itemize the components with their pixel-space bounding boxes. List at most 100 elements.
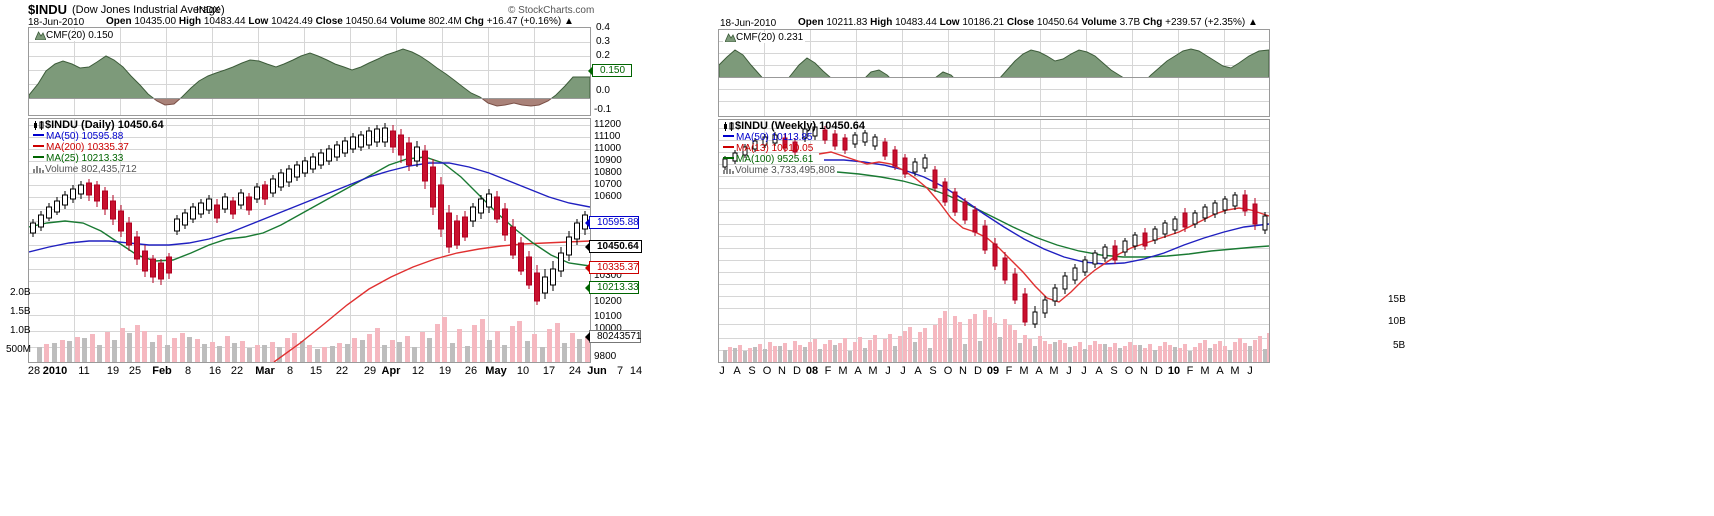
right-xlabel-34: M [1230,365,1240,377]
right-xlabel-20: M [1019,365,1029,377]
right-cmf-area-positive [719,48,1269,78]
left-price-tick-10800: 10800 [594,167,622,178]
left-xlabel-4: 25 [128,365,142,377]
left-cmf-svg [29,28,590,115]
right-volume-bars [723,310,1269,362]
left-ma50-line [29,162,590,253]
right-xlabel-3: O [762,365,772,377]
left-xlabel-20: 17 [542,365,556,377]
right-xlabel-12: J [900,365,906,377]
right-xlabel-4: N [778,365,786,377]
right-quote-volume-val: 3.7B [1119,17,1141,28]
left-company-name: (Dow Jones Industrial Average) [72,4,225,16]
right-legend-volume-label: Volume 3,733,495,808 [735,165,836,176]
left-price-tick-10100: 10100 [594,311,622,322]
left-price-tick-10200: 10200 [594,296,622,307]
left-flag-ma25: 10213.33 [585,281,639,294]
left-price-tick-11000: 11000 [594,143,622,154]
right-xlabel-15: O [943,365,953,377]
right-xlabel-31: F [1186,365,1194,377]
right-xlabel-11: J [885,365,891,377]
left-volume-tick-2b: 2.0B [10,287,31,298]
right-xlabel-14: S [929,365,937,377]
left-legend-ma50: MA(50) 10595.88 [33,131,164,142]
volume-bars-icon [723,166,734,175]
right-cmf-svg [719,30,1269,116]
left-quote-close-key: Close [315,16,343,27]
right-quote-low-key: Low [939,17,960,28]
right-xlabel-33: A [1216,365,1224,377]
left-cmf-area-positive [29,48,590,99]
right-legend-ma100: MA(100) 9525.61 [723,154,865,165]
right-xlabel-28: N [1140,365,1148,377]
left-quote-close-val: 10450.64 [345,16,388,27]
right-xlabel-25: A [1095,365,1103,377]
left-xlabel-8: 22 [230,365,244,377]
left-legend-ma25-label: MA(25) 10213.33 [46,153,124,164]
left-quote-open-key: Open [106,16,132,27]
left-volume-tick-500m: 500M [6,344,32,355]
left-price-tick-10300: 10300 [594,270,622,281]
left-price-legend: $INDU (Daily) 10450.64 MA(50) 10595.88 M… [33,120,164,175]
left-xlabel-13: 29 [363,365,377,377]
left-xlabel-0: 28 [27,365,41,377]
left-cmf-tick-4: 0.0 [596,85,610,96]
left-flag-ma50: 10595.88 [585,216,639,229]
left-symbol: $INDU [28,2,68,17]
right-xlabel-7: F [824,365,832,377]
left-quote-open-val: 10435.00 [134,16,177,27]
right-price-legend: $INDU (Weekly) 10450.64 MA(50) 10113.85 … [723,121,865,176]
right-legend-volume: Volume 3,733,495,808 [723,165,865,176]
ma200-swatch [33,145,44,148]
left-chart-panel: $INDU (Dow Jones Industrial Average) IND… [0,0,660,410]
ma13-swatch [723,146,734,149]
right-chart-panel: 18-Jun-2010 Open 10211.83 High 10483.44 … [690,0,1714,410]
right-xlabel-22: M [1049,365,1059,377]
right-ma100-line [836,171,1269,258]
right-cmf-label: CMF(20) 0.231 [736,32,804,43]
candlestick-icon [723,121,735,131]
right-xlabel-27: O [1124,365,1134,377]
right-xlabel-16: N [959,365,967,377]
right-quote-chg-key: Chg [1142,17,1163,28]
right-xlabel-13: A [914,365,922,377]
left-legend-ma50-label: MA(50) 10595.88 [46,131,124,142]
left-price-tick-10700: 10700 [594,179,622,190]
left-legend-ma200: MA(200) 10335.37 [33,142,164,153]
left-price-tick-10900: 10900 [594,155,622,166]
left-price-tick-11200: 11200 [594,119,622,130]
right-volume-tick-5b: 5B [1393,340,1406,351]
ma25-swatch [33,156,44,159]
right-xlabel-10: M [868,365,878,377]
left-cmf-tick-5: -0.1 [594,104,612,115]
right-xlabel-0: J [719,365,725,377]
left-xlabel-18: May [485,365,507,377]
left-quote-low-key: Low [248,16,269,27]
right-xlabel-35: J [1247,365,1253,377]
left-price-legend-title-row: $INDU (Daily) 10450.64 [33,120,164,131]
left-cmf-label: CMF(20) 0.150 [46,30,114,41]
left-cmf-tick-0: 0.4 [596,22,610,33]
right-xlabel-2: S [748,365,756,377]
right-xlabel-17: D [974,365,982,377]
ma50-swatch [33,134,44,137]
right-xlabel-23: J [1066,365,1072,377]
left-ma200-line [273,240,590,362]
left-xlabel-9: Mar [255,365,275,377]
right-xlabel-26: S [1110,365,1118,377]
left-xlabel-17: 26 [464,365,478,377]
left-quote-high-key: High [178,16,202,27]
right-quote-open-key: Open [798,17,824,28]
right-price-plot [718,119,1270,363]
right-legend-ma50: MA(50) 10113.85 [723,132,865,143]
left-xlabel-14: Apr [381,365,401,377]
right-quote-row: Open 10211.83 High 10483.44 Low 10186.21… [798,17,1258,28]
left-volume-tick-1b: 1.0B [10,325,31,336]
left-legend-volume-label: Volume 802,435,712 [45,164,137,175]
right-quote-high-val: 10483.44 [895,17,937,28]
left-price-legend-title: $INDU (Daily) 10450.64 [45,119,164,131]
left-quote-volume-val: 802.4M [428,16,462,27]
left-price-tick-11100: 11100 [594,131,621,142]
right-cmf-legend: CMF(20) 0.231 [723,32,806,43]
